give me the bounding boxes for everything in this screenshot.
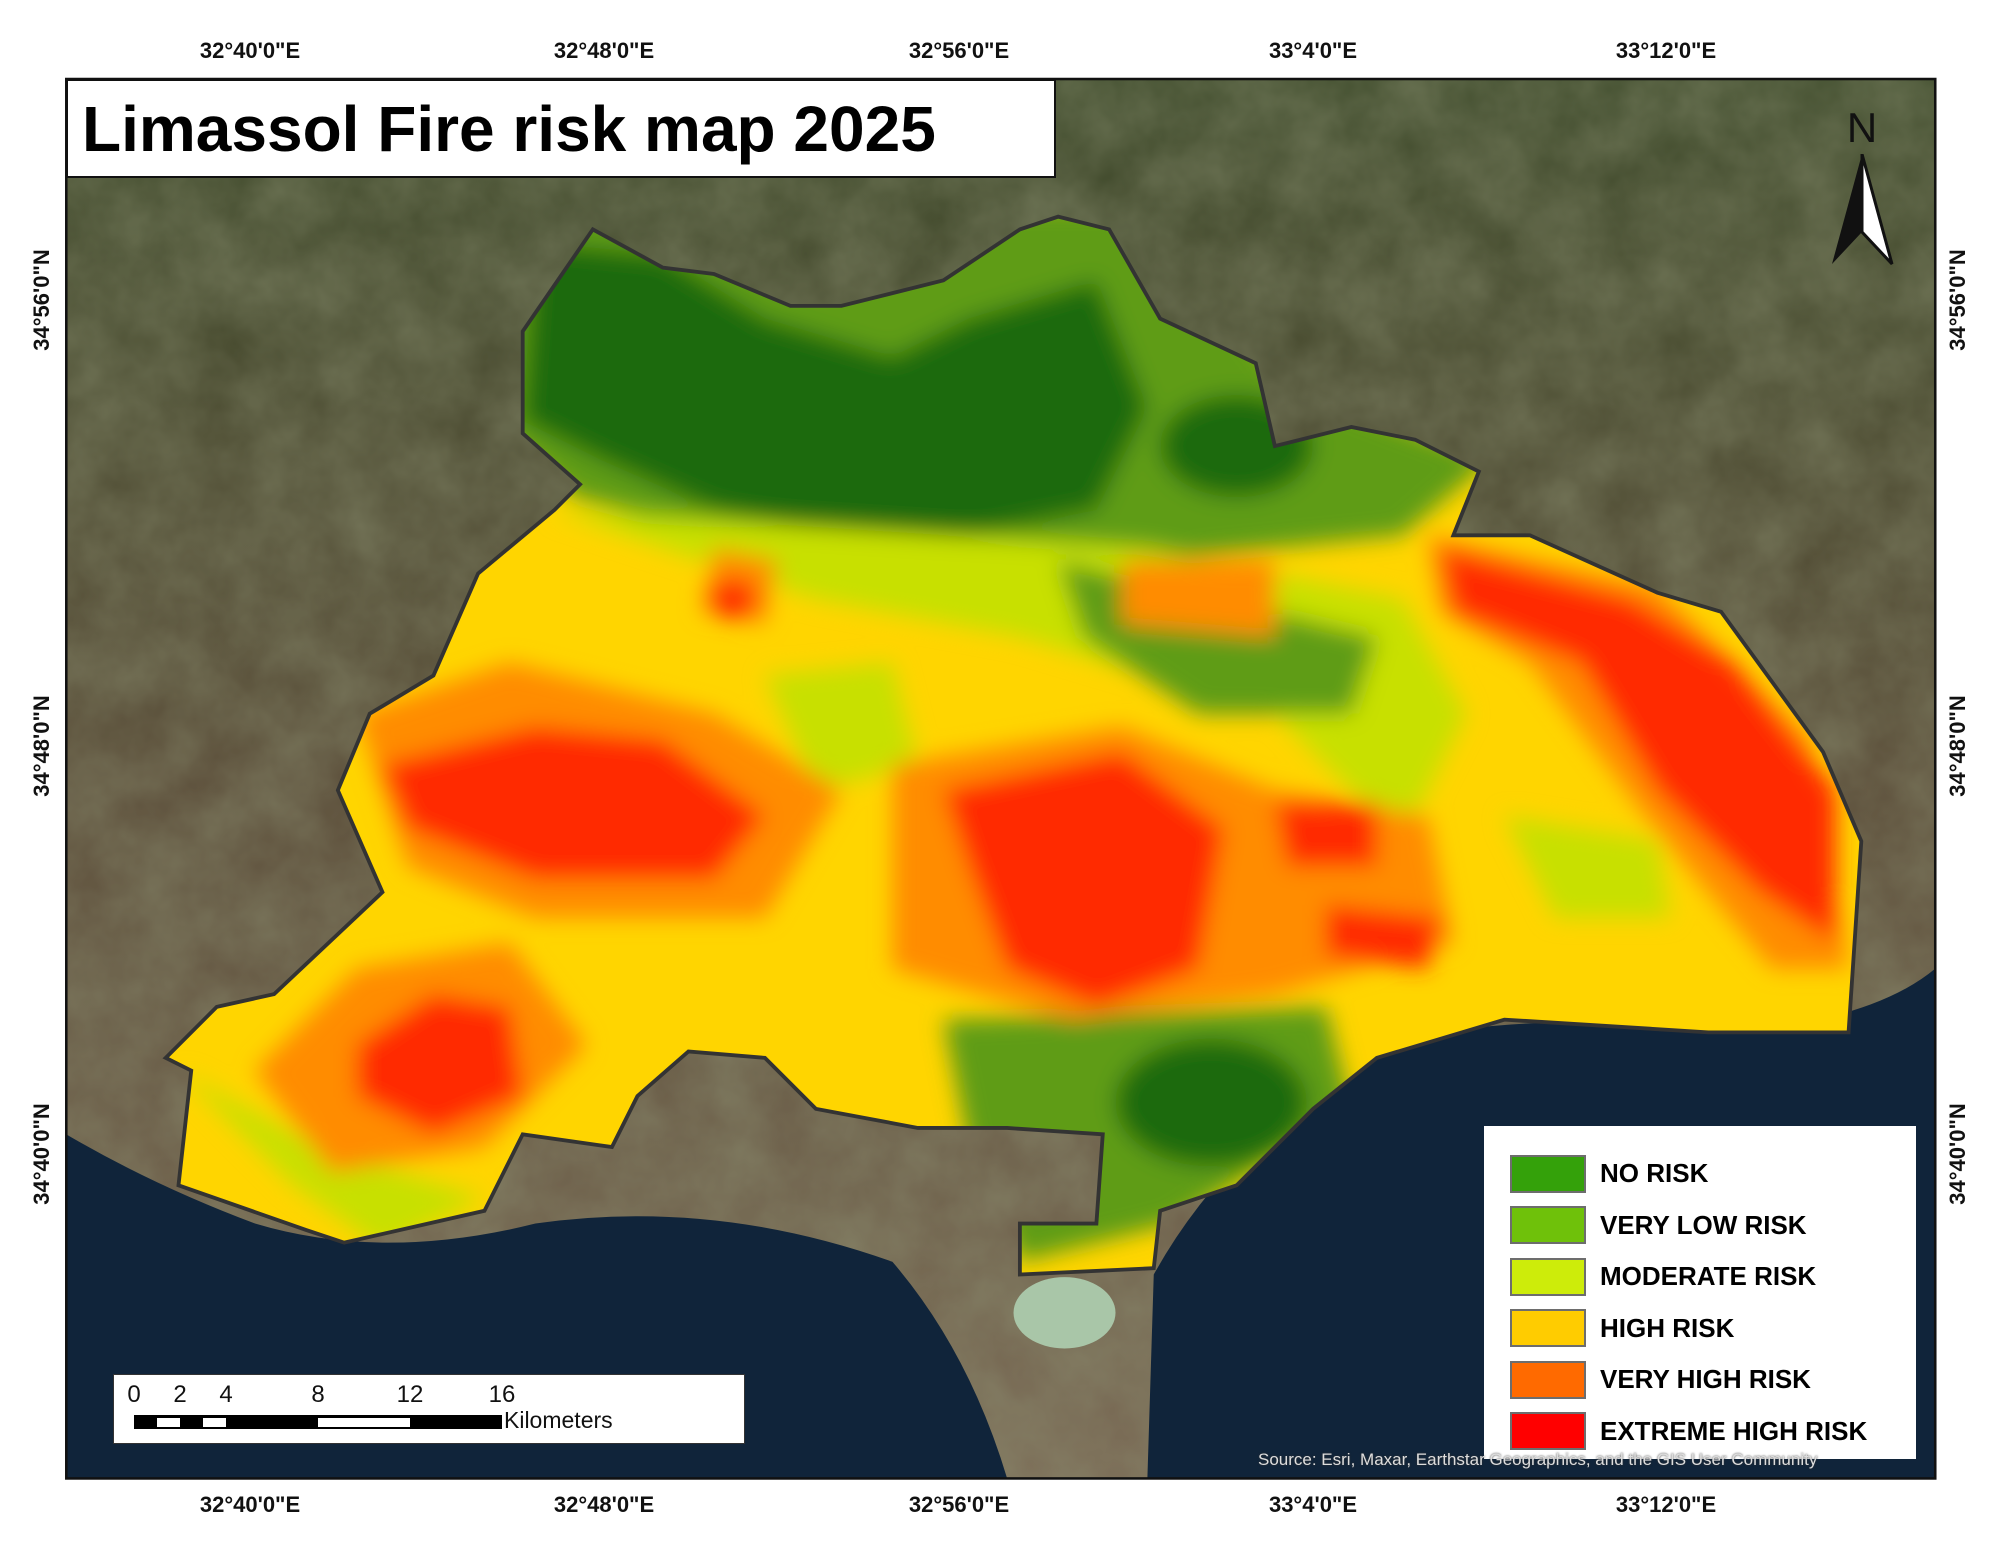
legend-item: HIGH RISK	[1510, 1303, 1916, 1355]
lon-label-bottom: 33°12'0"E	[1615, 1492, 1717, 1517]
legend-item: VERY LOW RISK	[1510, 1200, 1916, 1252]
legend-label: HIGH RISK	[1600, 1312, 1735, 1343]
lon-label-top: 33°4'0"E	[1268, 38, 1358, 63]
lon-label-bottom: 32°40'0"E	[199, 1492, 301, 1517]
legend-swatch	[1510, 1257, 1586, 1296]
lat-label-right: 34°56'0"N	[1945, 249, 1970, 351]
north-arrow-icon	[1832, 154, 1894, 266]
lat-label-left: 34°48'0"N	[29, 695, 54, 797]
map-title: Limassol Fire risk map 2025	[66, 79, 1056, 178]
legend-swatch	[1510, 1206, 1586, 1245]
lon-label-bottom: 33°4'0"E	[1268, 1492, 1358, 1517]
lon-label-bottom: 32°48'0"E	[553, 1492, 655, 1517]
north-label: N	[1846, 104, 1878, 151]
scale-unit: Kilometers	[504, 1407, 613, 1433]
lat-label-left: 34°56'0"N	[29, 249, 54, 351]
scale-bar-graphic	[134, 1415, 502, 1429]
north-arrow: N	[1826, 104, 1898, 274]
lon-label-top: 32°56'0"E	[908, 38, 1010, 63]
lon-label-top: 33°12'0"E	[1615, 38, 1717, 63]
scale-bar: 0 2 4 8 12 16 Kilometers	[113, 1374, 745, 1444]
source-attribution: Source: Esri, Maxar, Earthstar Geographi…	[1258, 1450, 1818, 1469]
scale-tick: 16	[488, 1381, 516, 1408]
legend-item: EXTREME HIGH RISK	[1510, 1406, 1916, 1458]
legend-label: VERY HIGH RISK	[1600, 1364, 1811, 1395]
legend-item: NO RISK	[1510, 1148, 1916, 1200]
legend-swatch	[1510, 1154, 1586, 1193]
legend-item: MODERATE RISK	[1510, 1251, 1916, 1303]
legend-swatch	[1510, 1360, 1586, 1399]
lon-label-top: 32°48'0"E	[553, 38, 655, 63]
lat-label-right: 34°40'0"N	[1945, 1103, 1970, 1205]
legend-swatch	[1510, 1309, 1586, 1348]
scale-tick: 12	[396, 1381, 424, 1408]
scale-tick: 8	[311, 1381, 325, 1408]
legend-label: NO RISK	[1600, 1158, 1709, 1189]
lon-label-top: 32°40'0"E	[199, 38, 301, 63]
legend-swatch	[1510, 1412, 1586, 1451]
legend: NO RISK VERY LOW RISK MODERATE RISK HIGH RI…	[1484, 1126, 1916, 1459]
lon-label-bottom: 32°56'0"E	[908, 1492, 1010, 1517]
scale-tick: 0	[127, 1381, 141, 1408]
legend-label: MODERATE RISK	[1600, 1261, 1817, 1292]
lat-label-left: 34°40'0"N	[29, 1103, 54, 1205]
lat-label-right: 34°48'0"N	[1945, 695, 1970, 797]
legend-label: EXTREME HIGH RISK	[1600, 1415, 1868, 1446]
legend-label: VERY LOW RISK	[1600, 1209, 1807, 1240]
legend-item: VERY HIGH RISK	[1510, 1354, 1916, 1406]
salt-lake	[1013, 1277, 1116, 1349]
scale-tick: 4	[219, 1381, 233, 1408]
scale-tick: 2	[173, 1381, 187, 1408]
